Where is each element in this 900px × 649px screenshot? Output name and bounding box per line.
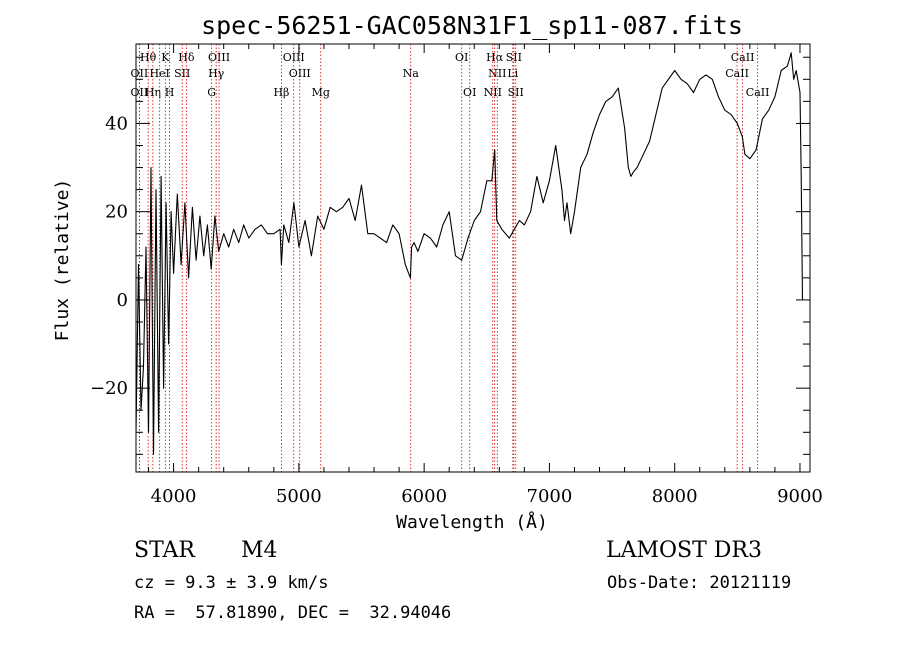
marker-label: Li <box>507 67 518 80</box>
x-tick-label: 8000 <box>652 486 698 507</box>
marker-label: Mg <box>312 86 330 99</box>
sky-coordinates: RA = 57.81890, DEC = 32.94046 <box>134 603 452 623</box>
marker-label: CaII <box>731 51 755 64</box>
marker-label: G <box>207 86 216 99</box>
marker-label: Na <box>403 67 420 80</box>
marker-label: OIII <box>283 51 305 64</box>
marker-label: Hδ <box>178 51 195 64</box>
y-tick-label: 40 <box>105 113 128 134</box>
x-tick-label: 6000 <box>401 486 447 507</box>
marker-label: OIII <box>208 51 230 64</box>
x-axis: 4000 5000 6000 7000 8000 9000 <box>148 44 823 507</box>
marker-label: Hα <box>486 51 504 64</box>
marker-label: CaII <box>746 86 770 99</box>
object-subclass: M4 <box>241 538 278 563</box>
x-tick-label: 7000 <box>527 486 573 507</box>
x-tick-label: 5000 <box>276 486 322 507</box>
survey-name: LAMOST DR3 <box>606 538 762 563</box>
marker-label: OI <box>463 86 476 99</box>
y-tick-label: −20 <box>90 378 128 399</box>
marker-label: SII <box>506 51 522 64</box>
spectrum-line <box>135 52 804 455</box>
marker-label: NII <box>484 86 502 99</box>
marker-label: SII <box>508 86 524 99</box>
marker-label: K <box>161 51 170 64</box>
y-axis-label: Flux (relative) <box>52 179 73 342</box>
spectrum-series <box>135 52 804 455</box>
marker-label: HeI <box>149 67 169 80</box>
marker-label: NII <box>488 67 506 80</box>
object-class: STAR <box>134 538 195 563</box>
marker-label: Hη <box>145 86 161 99</box>
chart-title: spec-56251-GAC058N31F1_sp11-087.fits <box>201 11 743 40</box>
marker-label: Hγ <box>208 67 225 80</box>
marker-label: SII <box>174 67 190 80</box>
y-tick-label: 20 <box>105 202 128 223</box>
y-axis: −20 0 20 40 <box>90 56 810 455</box>
x-tick-label: 4000 <box>151 486 197 507</box>
observation-date: Obs-Date: 20121119 <box>607 573 792 593</box>
x-axis-label: Wavelength (Å) <box>396 511 548 533</box>
marker-label: OII <box>131 86 149 99</box>
marker-label: OIII <box>289 67 311 80</box>
x-tick-label: 9000 <box>777 486 823 507</box>
marker-label: Hθ <box>140 51 157 64</box>
y-tick-label: 0 <box>117 290 128 311</box>
plot-frame <box>135 43 811 473</box>
marker-label: H <box>165 86 175 99</box>
marker-label: OI <box>455 51 468 64</box>
marker-label: Hβ <box>273 86 289 99</box>
redshift-velocity: cz = 9.3 ± 3.9 km/s <box>134 573 329 593</box>
marker-label: CaII <box>725 67 749 80</box>
